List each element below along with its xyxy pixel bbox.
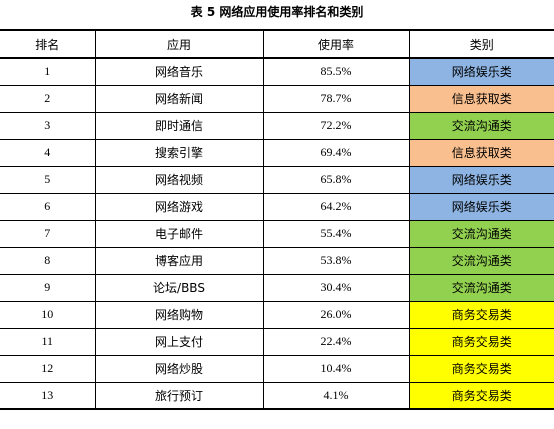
- table-row: 10 网络购物 26.0% 商务交易类: [0, 301, 554, 329]
- usage-rate-cell: 78.7%: [262, 85, 409, 113]
- app-cell: 网络购物: [94, 301, 263, 329]
- app-cell: 即时通信: [94, 112, 263, 140]
- table-row: 11 网上支付 22.4% 商务交易类: [0, 328, 554, 356]
- usage-rate-cell: 22.4%: [262, 328, 409, 356]
- rank-cell: 5: [0, 166, 95, 194]
- app-cell: 网络新闻: [94, 85, 263, 113]
- header-app: 应用: [94, 29, 263, 59]
- header-rank: 排名: [0, 29, 95, 59]
- category-cell: 商务交易类: [408, 301, 554, 329]
- usage-ranking-table: 排名 应用 使用率 类别 1 网络音乐 85.5% 网络娱乐类 2 网络新闻 78.7% 信息…: [0, 29, 554, 410]
- table-header: 排名 应用 使用率 类别: [0, 29, 554, 59]
- usage-rate-cell: 30.4%: [262, 274, 409, 302]
- rank-cell: 10: [0, 301, 95, 329]
- rank-cell: 6: [0, 193, 95, 221]
- app-cell: 网络炒股: [94, 355, 263, 383]
- table-row: 1 网络音乐 85.5% 网络娱乐类: [0, 58, 554, 86]
- table-row: 7 电子邮件 55.4% 交流沟通类: [0, 220, 554, 248]
- table-row: 13 旅行预订 4.1% 商务交易类: [0, 382, 554, 410]
- app-cell: 搜索引擎: [94, 139, 263, 167]
- rank-cell: 9: [0, 274, 95, 302]
- rank-cell: 2: [0, 85, 95, 113]
- usage-rate-cell: 10.4%: [262, 355, 409, 383]
- usage-rate-cell: 4.1%: [262, 382, 409, 410]
- category-cell: 网络娱乐类: [408, 193, 554, 221]
- category-cell: 交流沟通类: [408, 112, 554, 140]
- usage-rate-cell: 69.4%: [262, 139, 409, 167]
- category-cell: 信息获取类: [408, 85, 554, 113]
- category-cell: 交流沟通类: [408, 274, 554, 302]
- rank-cell: 12: [0, 355, 95, 383]
- category-cell: 网络娱乐类: [408, 166, 554, 194]
- rank-cell: 3: [0, 112, 95, 140]
- table-row: 4 搜索引擎 69.4% 信息获取类: [0, 139, 554, 167]
- rank-cell: 13: [0, 382, 95, 410]
- usage-rate-cell: 53.8%: [262, 247, 409, 275]
- header-row: 排名 应用 使用率 类别: [0, 29, 554, 59]
- usage-rate-cell: 72.2%: [262, 112, 409, 140]
- usage-rate-cell: 85.5%: [262, 58, 409, 86]
- header-category: 类别: [408, 29, 554, 59]
- app-cell: 网络音乐: [94, 58, 263, 86]
- category-cell: 商务交易类: [408, 328, 554, 356]
- table-row: 6 网络游戏 64.2% 网络娱乐类: [0, 193, 554, 221]
- rank-cell: 1: [0, 58, 95, 86]
- table-row: 2 网络新闻 78.7% 信息获取类: [0, 85, 554, 113]
- rank-cell: 11: [0, 328, 95, 356]
- usage-rate-cell: 55.4%: [262, 220, 409, 248]
- table-title: 表 5 网络应用使用率排名和类别: [190, 5, 364, 19]
- category-cell: 信息获取类: [408, 139, 554, 167]
- table-row: 5 网络视频 65.8% 网络娱乐类: [0, 166, 554, 194]
- table-row: 3 即时通信 72.2% 交流沟通类: [0, 112, 554, 140]
- header-usage-rate: 使用率: [262, 29, 409, 59]
- app-cell: 网络游戏: [94, 193, 263, 221]
- category-cell: 商务交易类: [408, 355, 554, 383]
- usage-rate-cell: 65.8%: [262, 166, 409, 194]
- category-cell: 商务交易类: [408, 382, 554, 410]
- category-cell: 交流沟通类: [408, 220, 554, 248]
- app-cell: 网上支付: [94, 328, 263, 356]
- rank-cell: 4: [0, 139, 95, 167]
- category-cell: 网络娱乐类: [408, 58, 554, 86]
- app-cell: 论坛/BBS: [94, 274, 263, 302]
- category-cell: 交流沟通类: [408, 247, 554, 275]
- app-cell: 旅行预订: [94, 382, 263, 410]
- rank-cell: 7: [0, 220, 95, 248]
- table-row: 9 论坛/BBS 30.4% 交流沟通类: [0, 274, 554, 302]
- table-row: 12 网络炒股 10.4% 商务交易类: [0, 355, 554, 383]
- usage-rate-cell: 64.2%: [262, 193, 409, 221]
- table-body: 1 网络音乐 85.5% 网络娱乐类 2 网络新闻 78.7% 信息获取类 3 即时通信 72.2%…: [0, 58, 554, 410]
- rank-cell: 8: [0, 247, 95, 275]
- app-cell: 网络视频: [94, 166, 263, 194]
- app-cell: 博客应用: [94, 247, 263, 275]
- table-row: 8 博客应用 53.8% 交流沟通类: [0, 247, 554, 275]
- usage-rate-cell: 26.0%: [262, 301, 409, 329]
- app-cell: 电子邮件: [94, 220, 263, 248]
